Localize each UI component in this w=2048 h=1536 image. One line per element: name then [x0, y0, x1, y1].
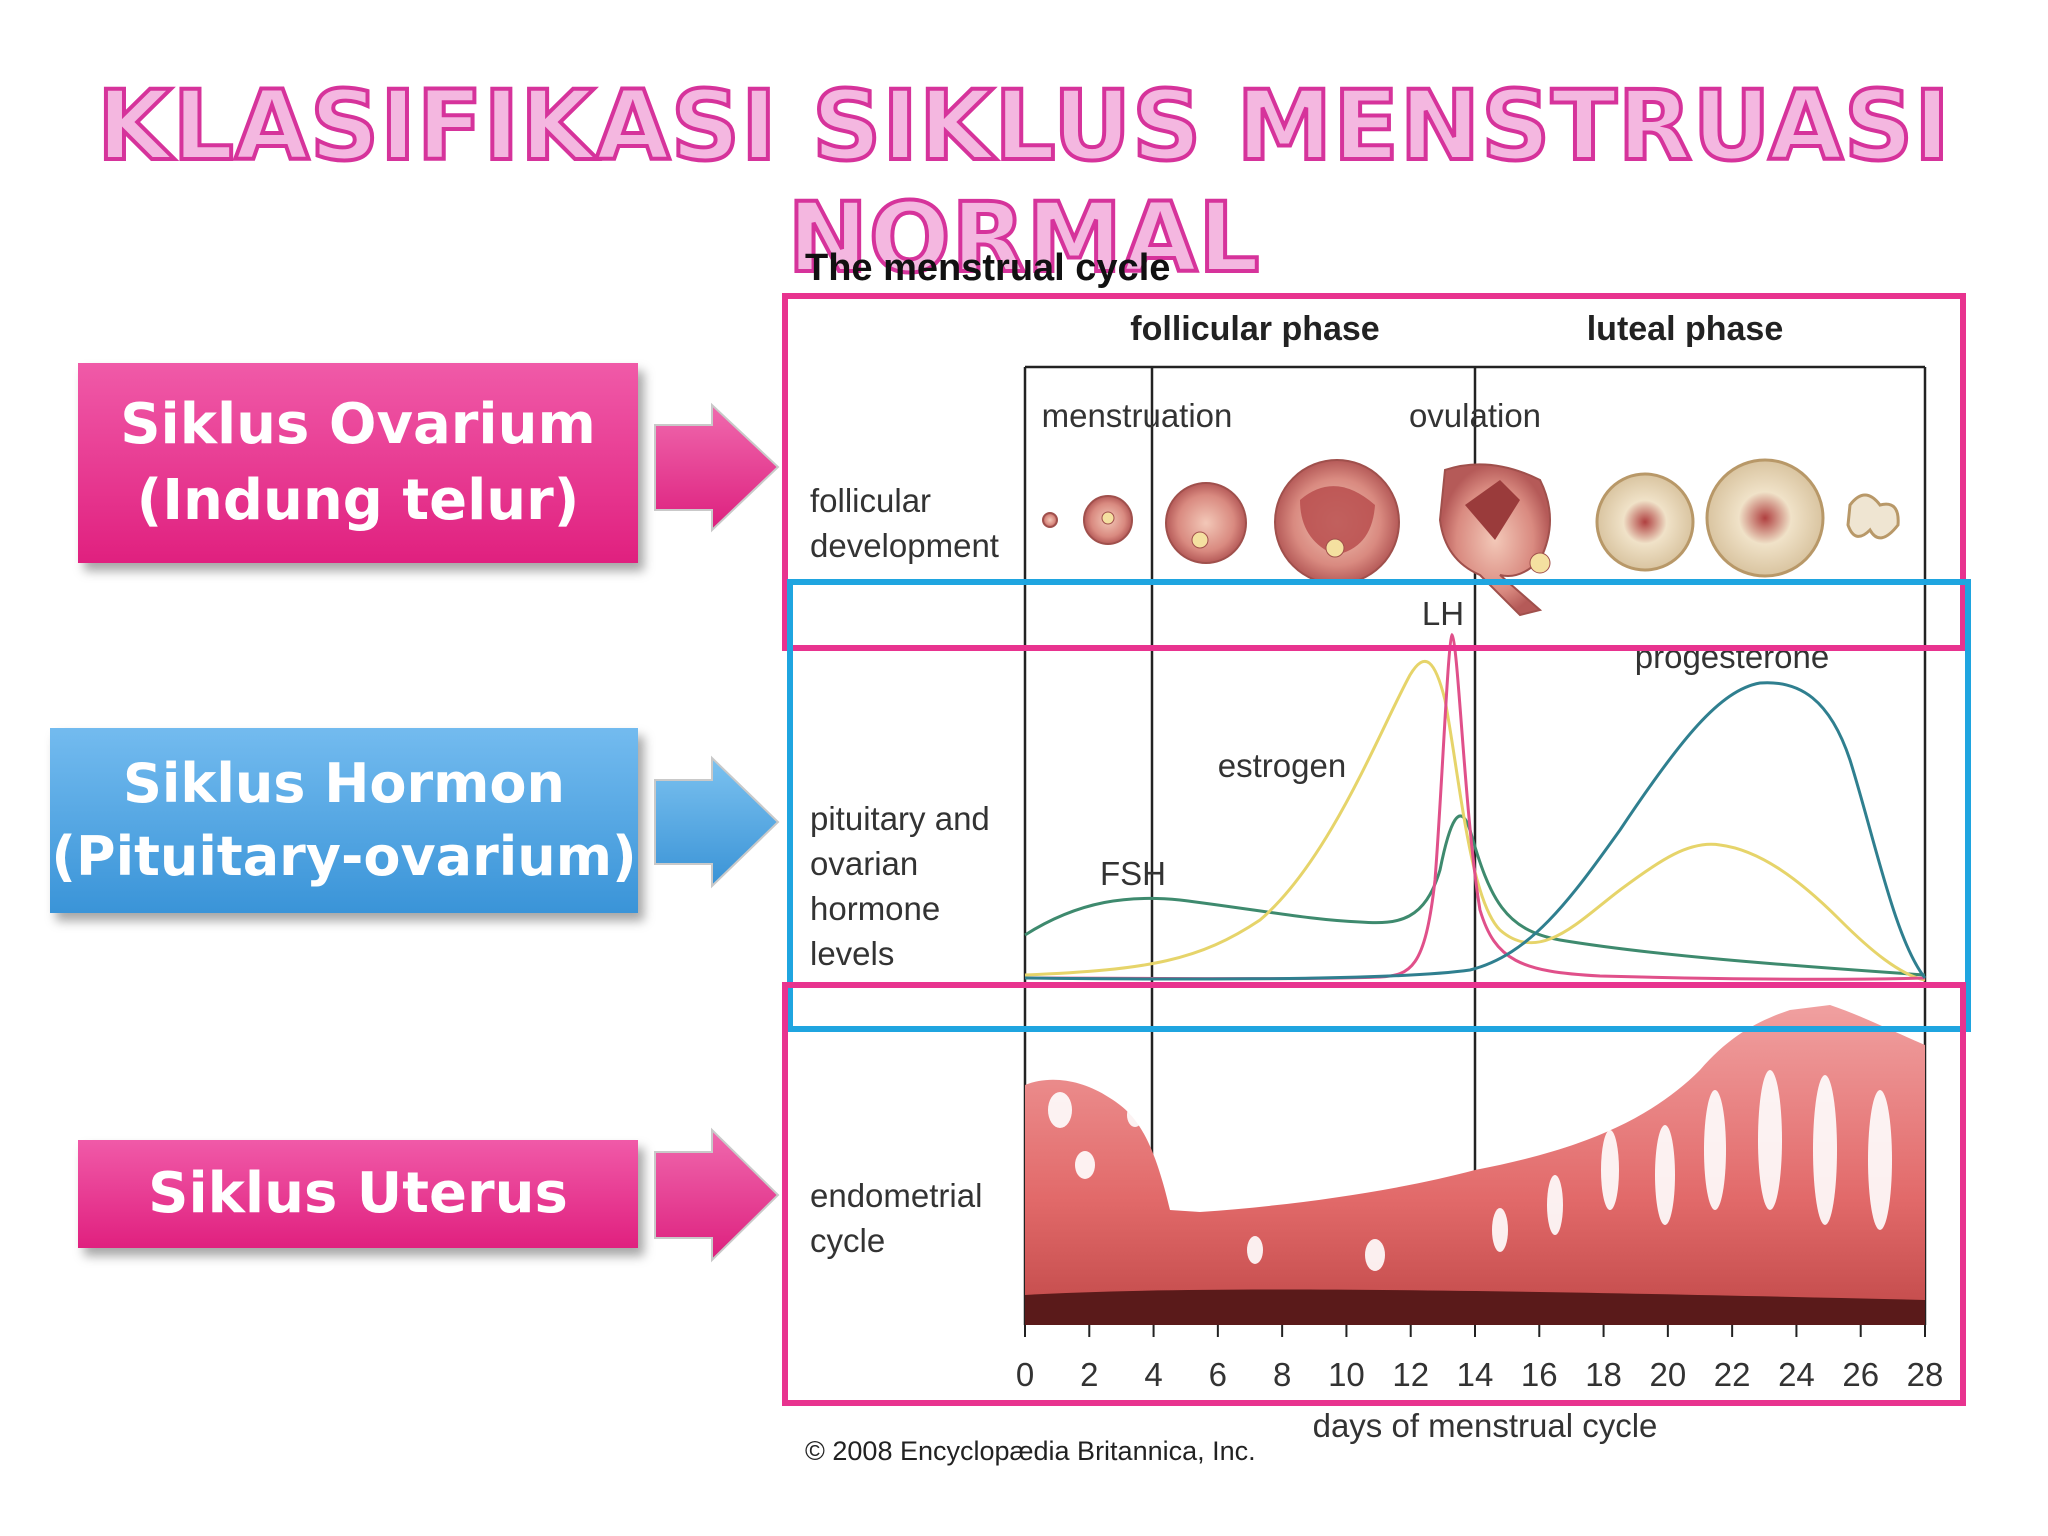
svg-text:development: development — [810, 527, 999, 564]
copyright-text: © 2008 Encyclopædia Britannica, Inc. — [805, 1436, 1256, 1466]
phase-luteal: luteal phase — [1587, 310, 1784, 348]
label-progesterone: progesterone — [1635, 638, 1829, 675]
slide-title: KLASIFIKASI SIKLUS MENSTRUASI NORMAL — [95, 68, 1952, 296]
svg-text:cycle: cycle — [810, 1222, 885, 1259]
svg-text:pituitary and: pituitary and — [810, 800, 990, 837]
svg-text:hormone: hormone — [810, 890, 940, 927]
highlight-box-ovarium — [782, 293, 1966, 651]
x-tick-label: 24 — [1778, 1356, 1815, 1393]
event-menstruation: menstruation — [1042, 397, 1233, 434]
label-hormon-line1: Siklus Hormon — [123, 751, 565, 815]
row-label-follicular: follicular development — [810, 482, 999, 564]
follicle-illustrations — [1042, 458, 1900, 617]
label-hormon-line2: (Pituitary-ovarium) — [51, 824, 637, 888]
svg-text:follicular: follicular — [810, 482, 931, 519]
x-axis-label: days of menstrual cycle — [1313, 1407, 1658, 1444]
diagram-title: The menstrual cycle — [805, 247, 1170, 289]
x-axis: 0 2 4 6 8 10 12 14 16 18 20 22 24 26 28 — [1016, 1325, 1944, 1393]
svg-text:ovarian: ovarian — [810, 845, 918, 882]
x-tick-label: 0 — [1016, 1356, 1034, 1393]
x-tick-label: 26 — [1842, 1356, 1879, 1393]
x-tick-label: 16 — [1521, 1356, 1558, 1393]
phase-follicular: follicular phase — [1130, 310, 1379, 348]
label-fsh: FSH — [1100, 855, 1166, 892]
label-siklus-uterus: Siklus Uterus — [78, 1140, 638, 1248]
x-tick-label: 4 — [1144, 1356, 1162, 1393]
x-tick-label: 8 — [1273, 1356, 1291, 1393]
label-lh: LH — [1422, 595, 1464, 632]
highlight-box-uterus — [782, 982, 1966, 1406]
label-siklus-ovarium: Siklus Ovarium (Indung telur) — [78, 363, 638, 563]
x-tick-label: 28 — [1907, 1356, 1944, 1393]
svg-text:levels: levels — [810, 935, 894, 972]
row-label-endometrial: endometrial cycle — [810, 1177, 982, 1259]
hormone-curves — [1024, 632, 1927, 982]
endometrium-illustration — [1025, 1005, 1925, 1325]
arrow-right-icon — [654, 402, 780, 533]
svg-text:endometrial: endometrial — [810, 1177, 982, 1214]
fsh-curve — [1024, 814, 1926, 977]
event-ovulation: ovulation — [1409, 397, 1541, 434]
row-label-hormone: pituitary and ovarian hormone levels — [810, 800, 990, 972]
x-tick-label: 12 — [1392, 1356, 1429, 1393]
x-tick-label: 20 — [1649, 1356, 1686, 1393]
arrow-right-icon — [654, 755, 780, 889]
arrow-right-icon — [654, 1127, 780, 1263]
label-ovarium-line1: Siklus Ovarium — [120, 392, 596, 458]
highlight-box-hormon — [787, 579, 1971, 1032]
x-tick-label: 14 — [1457, 1356, 1494, 1393]
x-tick-label: 22 — [1714, 1356, 1751, 1393]
label-siklus-hormon: Siklus Hormon (Pituitary-ovarium) — [50, 728, 638, 913]
x-tick-label: 6 — [1209, 1356, 1227, 1393]
x-tick-label: 10 — [1328, 1356, 1365, 1393]
label-ovarium-line2: (Indung telur) — [136, 468, 580, 533]
x-tick-label: 18 — [1585, 1356, 1622, 1393]
progesterone-curve — [1024, 681, 1927, 981]
label-estrogen: estrogen — [1218, 747, 1346, 784]
x-tick-label: 2 — [1080, 1356, 1098, 1393]
label-uterus-line1: Siklus Uterus — [148, 1161, 568, 1227]
